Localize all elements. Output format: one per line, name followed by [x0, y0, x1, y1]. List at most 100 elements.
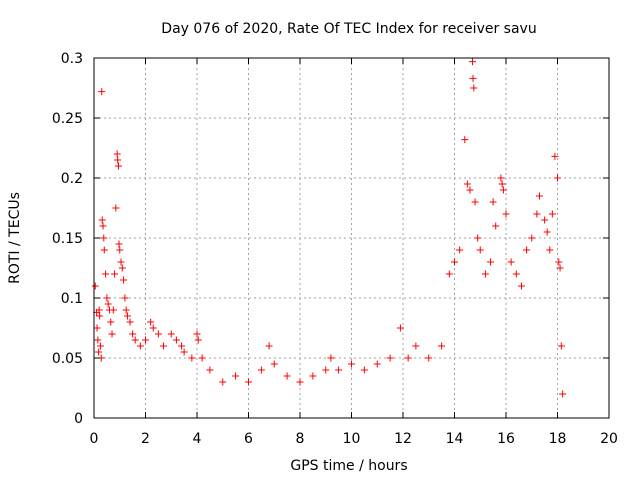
data-point [469, 74, 477, 82]
data-point [543, 228, 551, 236]
data-point [554, 174, 561, 182]
scatter-series-roti [91, 58, 567, 398]
data-point [115, 240, 123, 248]
x-tick-label: 16 [497, 431, 515, 447]
data-point [438, 342, 446, 350]
x-tick-label: 0 [90, 431, 99, 447]
data-point [557, 342, 565, 350]
data-point [188, 354, 196, 362]
data-point [296, 378, 304, 386]
data-point [160, 342, 168, 350]
data-point [100, 234, 108, 242]
y-tick-label: 0 [74, 411, 83, 427]
data-point [147, 318, 155, 326]
data-point [167, 330, 175, 338]
data-point [461, 136, 469, 144]
data-point [107, 318, 115, 326]
data-point [476, 246, 484, 254]
data-point [114, 156, 122, 164]
data-point [93, 324, 101, 332]
x-tick-label: 4 [193, 431, 202, 447]
data-point [117, 258, 125, 266]
x-tick-labels: 0 2 4 6 8 10 12 14 16 18 20 [90, 431, 618, 447]
axis-ticks [93, 57, 610, 419]
data-point [541, 216, 549, 224]
data-point [103, 294, 111, 302]
data-point [322, 366, 330, 374]
data-point [492, 222, 500, 230]
data-point [559, 390, 567, 398]
data-point [466, 186, 474, 194]
data-point [104, 300, 112, 308]
data-point [116, 246, 124, 254]
data-point [498, 180, 506, 188]
data-point [114, 162, 122, 170]
y-tick-label: 0.1 [61, 291, 83, 307]
data-point [172, 336, 180, 344]
data-point [360, 366, 368, 374]
data-point [149, 324, 157, 332]
data-point [98, 216, 106, 224]
data-point [96, 312, 104, 320]
data-point [102, 270, 110, 278]
data-point [109, 306, 117, 314]
data-point [136, 342, 144, 350]
data-point [517, 282, 525, 290]
data-point [489, 198, 497, 206]
data-point [348, 360, 355, 368]
data-point [270, 360, 278, 368]
grid [94, 58, 609, 418]
x-tick-label: 14 [446, 431, 464, 447]
data-point [126, 318, 134, 326]
data-point [118, 264, 126, 272]
y-tick-label: 0.2 [61, 171, 83, 187]
data-point [95, 348, 103, 356]
data-point [257, 366, 265, 374]
data-point [404, 354, 412, 362]
data-point [551, 152, 559, 160]
data-point [533, 210, 541, 218]
data-point [556, 264, 564, 272]
y-tick-label: 0.25 [52, 111, 83, 127]
data-point [122, 306, 130, 314]
data-point [131, 336, 139, 344]
data-point [546, 246, 554, 254]
x-axis-label: GPS time / hours [290, 458, 407, 474]
data-point [425, 354, 433, 362]
y-tick-labels: 0 0.05 0.1 0.15 0.2 0.25 0.3 [52, 51, 83, 427]
data-point [96, 342, 104, 350]
data-point [193, 330, 201, 338]
x-tick-label: 8 [296, 431, 305, 447]
data-point [100, 246, 108, 254]
data-point [474, 234, 482, 242]
data-point [91, 282, 99, 290]
data-point [445, 270, 453, 278]
data-point [386, 354, 394, 362]
data-point [309, 372, 317, 380]
data-point [245, 378, 252, 386]
data-point [120, 276, 128, 284]
data-point [129, 330, 137, 338]
data-point [94, 336, 102, 344]
y-tick-label: 0.3 [61, 51, 83, 67]
data-point [111, 270, 119, 278]
data-point [206, 366, 214, 374]
x-tick-label: 18 [549, 431, 567, 447]
data-point [512, 270, 520, 278]
chart-title: Day 076 of 2020, Rate Of TEC Index for r… [161, 21, 536, 37]
data-point [528, 234, 536, 242]
data-point [548, 210, 556, 218]
data-point [456, 246, 464, 254]
data-point [121, 294, 129, 302]
y-axis-label: ROTI / TECUs [7, 192, 23, 284]
data-point [487, 258, 495, 266]
data-point [396, 324, 404, 332]
data-point [463, 180, 471, 188]
x-tick-label: 6 [244, 431, 253, 447]
data-point [95, 306, 103, 314]
data-point [219, 378, 227, 386]
data-point [470, 84, 478, 92]
data-point [283, 372, 291, 380]
data-point [412, 342, 420, 350]
x-tick-label: 20 [600, 431, 618, 447]
